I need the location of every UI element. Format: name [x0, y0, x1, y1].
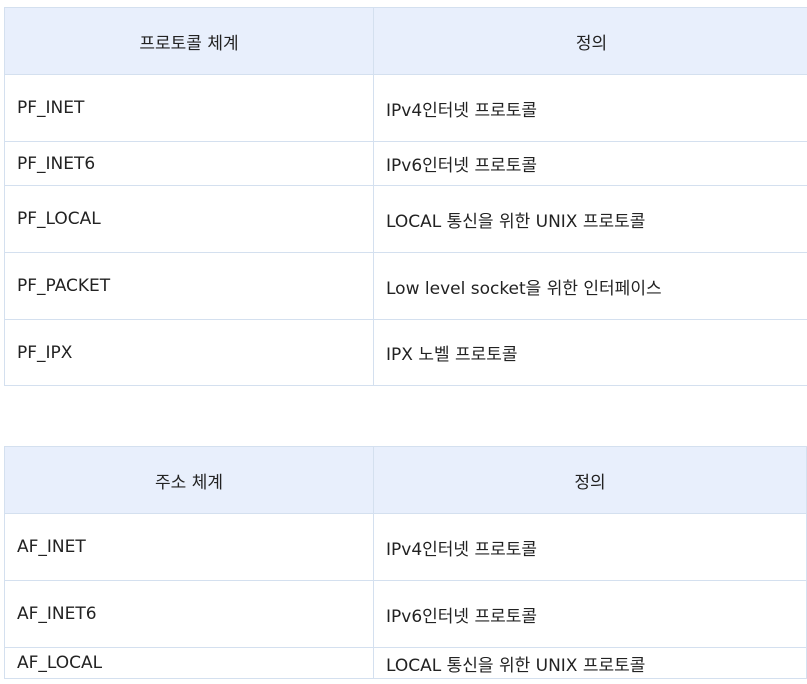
definition-cell: Low level socket을 위한 인터페이스 [373, 252, 807, 320]
table-row: PF_LOCAL LOCAL 통신을 위한 UNIX 프로토콜 [4, 185, 807, 253]
table-row: PF_IPX IPX 노벨 프로토콜 [4, 319, 807, 386]
definition-cell: IPX 노벨 프로토콜 [373, 319, 807, 386]
table-row: AF_INET IPv4인터넷 프로토콜 [4, 513, 807, 581]
protocol-name-cell: PF_INET6 [4, 141, 374, 186]
definition-cell: IPv4인터넷 프로토콜 [373, 74, 807, 142]
table-row: PF_PACKET Low level socket을 위한 인터페이스 [4, 252, 807, 320]
table-header-row: 프로토콜 체계 정의 [4, 7, 807, 75]
column-header-definition: 정의 [373, 7, 807, 75]
address-name-cell: AF_INET [4, 513, 374, 581]
definition-cell: LOCAL 통신을 위한 UNIX 프로토콜 [373, 647, 807, 679]
table-row: PF_INET IPv4인터넷 프로토콜 [4, 74, 807, 142]
table-header-row: 주소 체계 정의 [4, 446, 807, 514]
definition-cell: IPv6인터넷 프로토콜 [373, 580, 807, 648]
definition-cell: LOCAL 통신을 위한 UNIX 프로토콜 [373, 185, 807, 253]
definition-cell: IPv6인터넷 프로토콜 [373, 141, 807, 186]
protocol-name-cell: PF_INET [4, 74, 374, 142]
column-header-address-family: 주소 체계 [4, 446, 374, 514]
protocol-family-table: 프로토콜 체계 정의 PF_INET IPv4인터넷 프로토콜 PF_INET6… [4, 7, 807, 386]
column-header-definition: 정의 [373, 446, 807, 514]
address-name-cell: AF_INET6 [4, 580, 374, 648]
definition-cell: IPv4인터넷 프로토콜 [373, 513, 807, 581]
protocol-name-cell: PF_PACKET [4, 252, 374, 320]
table-row: AF_LOCAL LOCAL 통신을 위한 UNIX 프로토콜 [4, 647, 807, 679]
protocol-name-cell: PF_LOCAL [4, 185, 374, 253]
table-row: PF_INET6 IPv6인터넷 프로토콜 [4, 141, 807, 186]
table-row: AF_INET6 IPv6인터넷 프로토콜 [4, 580, 807, 648]
address-name-cell: AF_LOCAL [4, 647, 374, 679]
column-header-protocol-family: 프로토콜 체계 [4, 7, 374, 75]
address-family-table: 주소 체계 정의 AF_INET IPv4인터넷 프로토콜 AF_INET6 I… [4, 446, 807, 679]
protocol-name-cell: PF_IPX [4, 319, 374, 386]
